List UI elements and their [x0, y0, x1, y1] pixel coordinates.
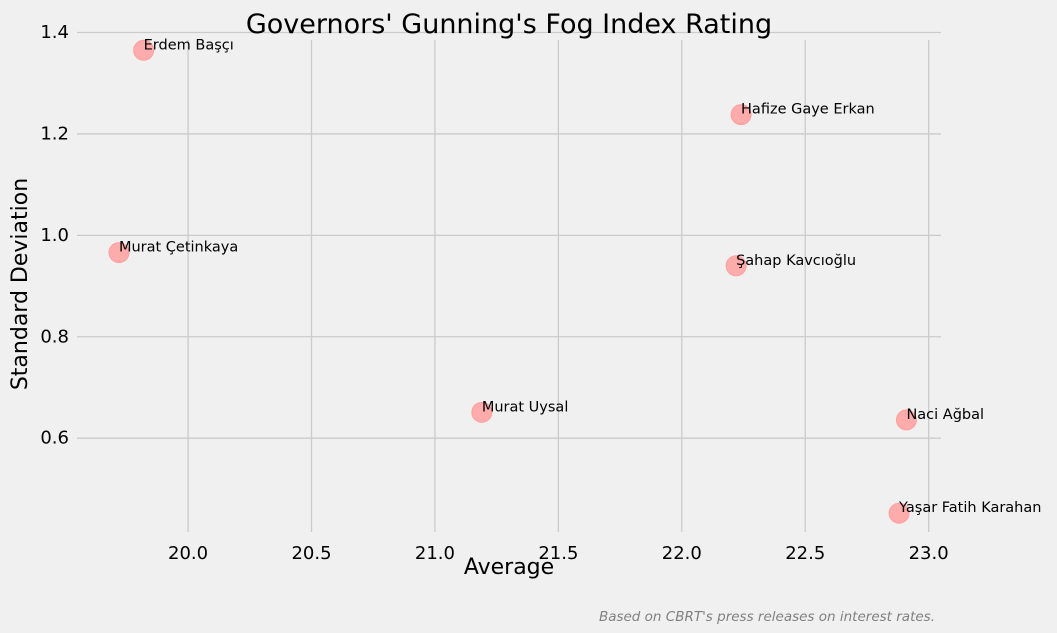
- x-tick-label: 20.5: [291, 543, 331, 564]
- y-tick-label: 1.4: [40, 22, 69, 43]
- point-label: Şahap Kavcıoğlu: [736, 253, 856, 269]
- data-point: [108, 242, 130, 264]
- y-axis-ticks: 0.6 0.8 1.0 1.2 1.4: [40, 22, 69, 449]
- data-point: [471, 401, 493, 423]
- point-label: Hafize Gaye Erkan: [741, 102, 875, 118]
- x-tick-label: 20.0: [168, 543, 208, 564]
- data-point: [888, 502, 910, 524]
- x-tick-label: 23.0: [909, 543, 949, 564]
- y-tick-label: 0.8: [40, 326, 69, 347]
- x-axis-label: Average: [464, 555, 554, 580]
- y-tick-label: 1.2: [40, 123, 69, 144]
- data-point: [725, 255, 747, 277]
- x-tick-label: 22.0: [662, 543, 702, 564]
- y-axis-label: Standard Deviation: [8, 178, 33, 390]
- grid-lines: [77, 31, 941, 532]
- chart-title: Governors' Gunning's Fog Index Rating: [246, 9, 772, 40]
- y-tick-label: 1.0: [40, 225, 69, 246]
- point-label: Yaşar Fatih Karahan: [898, 500, 1041, 516]
- point-label: Murat Çetinkaya: [119, 240, 238, 256]
- point-label: Erdem Başçı: [144, 37, 234, 53]
- chart-caption: Based on CBRT's press releases on intere…: [599, 609, 935, 625]
- point-labels: Erdem Başçı Hafize Gaye Erkan Murat Çetink…: [119, 37, 1041, 516]
- x-axis-ticks: 20.0 20.5 21.0 21.5 22.0 22.5 23.0: [168, 543, 949, 564]
- x-tick-label: 21.0: [415, 543, 455, 564]
- data-point: [133, 39, 155, 61]
- data-point: [730, 104, 752, 126]
- point-label: Murat Uysal: [482, 399, 569, 415]
- x-tick-label: 21.5: [538, 543, 578, 564]
- data-points: [108, 39, 917, 524]
- y-tick-label: 0.6: [40, 428, 69, 449]
- data-point: [895, 409, 917, 431]
- point-label: Naci Ağbal: [906, 407, 984, 423]
- x-tick-label: 22.5: [785, 543, 825, 564]
